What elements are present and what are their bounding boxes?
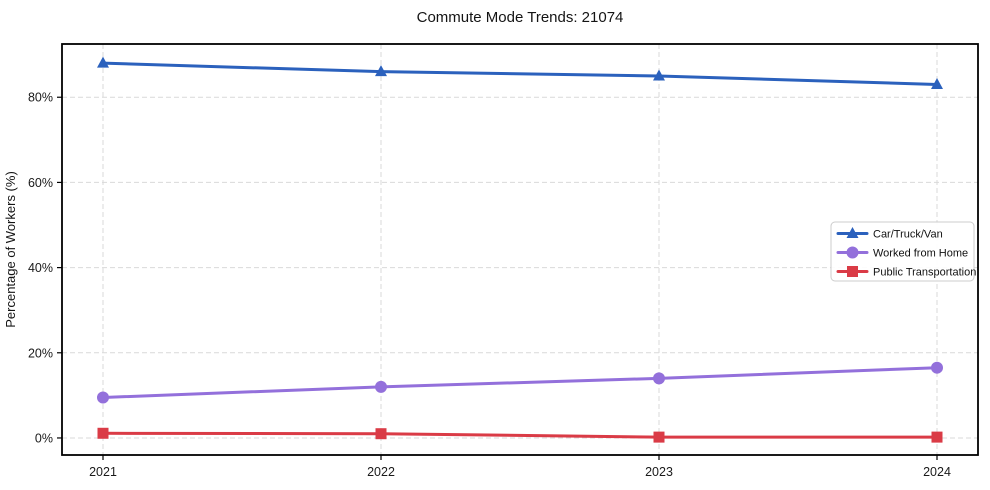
- y-tick-label: 80%: [28, 91, 53, 105]
- legend-label-car-truck-van: Car/Truck/Van: [873, 229, 943, 241]
- marker-triangle: [931, 77, 943, 89]
- tick-layer: 0% 20% 40% 60% 80% 2021 2022 2023 2024: [28, 91, 951, 479]
- x-tick-label: 2022: [367, 465, 395, 479]
- marker-circle: [846, 246, 859, 259]
- marker-circle: [375, 380, 387, 393]
- marker-square: [375, 428, 387, 440]
- legend-label-worked-from-home: Worked from Home: [873, 248, 968, 260]
- marker-circle: [97, 391, 109, 404]
- x-tick-label: 2023: [645, 465, 673, 479]
- series-line-car-truck-van: [101, 61, 939, 86]
- series-line-worked-from-home: [101, 366, 939, 400]
- y-tick-label: 60%: [28, 176, 53, 190]
- marker-circle: [653, 372, 665, 385]
- marker-square: [97, 427, 109, 439]
- y-tick-label: 20%: [28, 346, 53, 360]
- series-line-public-transportation: [101, 431, 939, 439]
- legend-box: [830, 221, 975, 282]
- chart-title: Commute Mode Trends: 21074: [417, 9, 624, 26]
- marker-triangle: [375, 65, 387, 77]
- marker-square: [847, 266, 858, 277]
- marker-triangle: [653, 69, 665, 81]
- marker-square: [931, 431, 943, 443]
- marker-triangle: [97, 56, 109, 68]
- marker-triangle: [846, 227, 859, 238]
- y-tick-label: 40%: [28, 261, 53, 275]
- marker-circle: [931, 361, 943, 374]
- plot-border: [61, 43, 979, 456]
- legend: Car/Truck/Van Worked from Home Public Tran…: [830, 221, 976, 282]
- legend-label-public-transportation: Public Transportation: [873, 267, 976, 279]
- marker-square: [653, 431, 665, 443]
- x-tick-label: 2024: [923, 465, 951, 479]
- grid-layer: [62, 44, 978, 455]
- y-tick-label: 0%: [35, 431, 53, 445]
- y-axis-label: Percentage of Workers (%): [3, 171, 18, 328]
- x-tick-label: 2021: [89, 465, 117, 479]
- series-layer: [97, 56, 943, 443]
